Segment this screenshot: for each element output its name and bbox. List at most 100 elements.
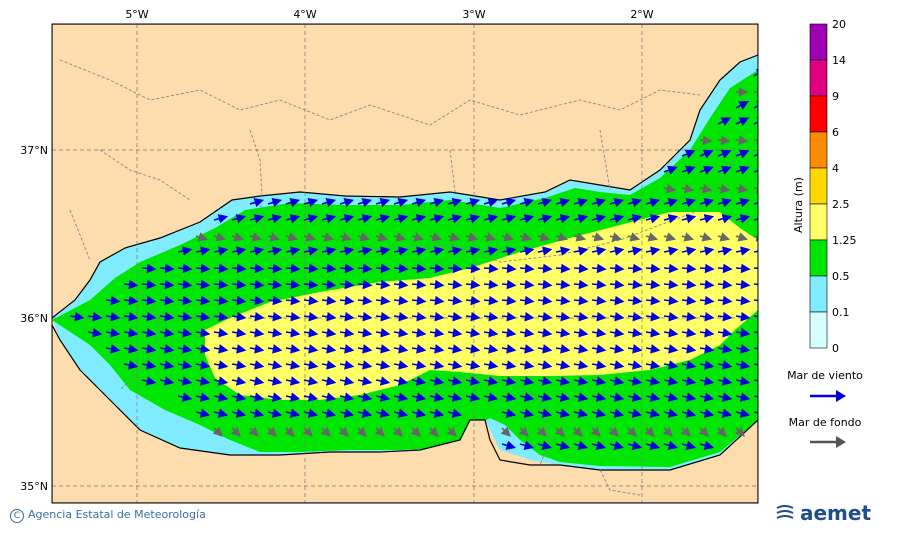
wind-sea-arrow-mark (663, 246, 679, 256)
wind-sea-arrow-mark (375, 214, 391, 224)
wind-sea-arrow-mark (753, 197, 758, 208)
wind-sea-arrow-mark (447, 408, 463, 418)
wind-sea-arrow-mark (231, 295, 247, 306)
wind-sea-arrow-mark (753, 299, 758, 302)
wind-sea-arrow-mark (159, 360, 175, 370)
wind-sea-arrow-mark (753, 283, 758, 286)
wind-sea-arrow-mark (429, 392, 445, 402)
wind-sea-arrow-mark (735, 149, 750, 159)
wind-sea-arrow-mark (699, 246, 715, 256)
lon-label: 2°W (630, 8, 653, 21)
wind-sea-arrow-mark (483, 311, 499, 322)
wind-sea-arrow-mark (609, 295, 625, 306)
colorbar-title: Altura (m) (792, 177, 805, 233)
wind-sea-arrow-mark (429, 279, 445, 290)
wind-sea-arrow-mark (555, 328, 571, 338)
swell-arrow-mark (734, 426, 745, 437)
wind-sea-arrow-mark (537, 197, 553, 208)
wind-sea-arrow-mark (249, 376, 265, 386)
wind-sea-arrow-mark (411, 279, 427, 290)
wind-sea-arrow-mark (555, 311, 571, 322)
wind-sea-arrow-mark (213, 392, 229, 402)
wind-sea-arrow-mark (501, 344, 517, 354)
wind-sea-arrow-mark (519, 376, 535, 386)
wind-sea-arrow-mark (699, 408, 715, 418)
swell-arrow-mark (573, 232, 587, 242)
wind-sea-arrow-mark (501, 197, 517, 208)
wind-sea-arrow-mark (555, 376, 571, 386)
wind-sea-arrow-mark (213, 408, 229, 418)
wind-sea-arrow-mark (159, 295, 175, 306)
swell-arrow-mark (644, 426, 655, 437)
wind-sea-arrow-mark (465, 279, 481, 290)
wind-sea-arrow-mark (249, 279, 265, 290)
wind-sea-arrow-mark (483, 328, 499, 338)
wind-sea-arrow-mark (753, 315, 758, 318)
swell-arrow-mark (572, 426, 583, 437)
wind-sea-arrow-mark (609, 360, 625, 370)
wind-sea-arrow-mark (519, 295, 535, 306)
wind-sea-arrow-mark (627, 214, 643, 224)
lon-label: 4°W (293, 8, 316, 21)
wind-sea-arrow-mark (321, 279, 337, 290)
wind-sea-arrow-mark (555, 279, 571, 290)
wind-sea-arrow-mark (555, 360, 571, 370)
wind-sea-arrow-mark (249, 344, 265, 354)
wind-sea-arrow-mark (681, 440, 697, 450)
wind-sea-arrow-mark (645, 311, 661, 322)
wind-sea-arrow-mark (411, 295, 427, 306)
colorbar-swatch (809, 275, 828, 313)
wind-sea-arrow-mark (123, 328, 139, 338)
swell-arrow-mark (195, 232, 209, 242)
wind-sea-arrow-mark (159, 311, 175, 322)
wind-sea-arrow-mark (231, 408, 247, 418)
wind-sea-arrow-mark (429, 344, 445, 354)
wind-sea-arrow-mark (699, 263, 715, 274)
swell-arrow-mark (663, 183, 677, 194)
wind-sea-arrow-mark (177, 328, 193, 338)
colorbar-swatch (809, 239, 828, 277)
wind-sea-arrow-mark (285, 295, 301, 306)
swell-arrow-mark (555, 232, 569, 242)
wind-sea-arrow-mark (591, 214, 607, 224)
wind-sea-arrow-mark (537, 246, 553, 256)
wind-sea-arrow-mark (627, 344, 643, 354)
swell-arrow-mark (681, 232, 695, 242)
wind-sea-arrow-mark (285, 311, 301, 322)
wind-sea-arrow-mark (699, 344, 715, 354)
wind-sea-arrow-mark (681, 360, 697, 370)
wind-sea-arrow-mark (249, 311, 265, 322)
wind-sea-arrow-mark (447, 214, 463, 224)
wind-sea-arrow-mark (483, 376, 499, 386)
wind-sea-arrow-mark (303, 360, 319, 370)
wind-sea-arrow-mark (339, 344, 355, 354)
wind-sea-arrow-mark (717, 360, 733, 370)
wind-sea-arrow-mark (195, 360, 211, 370)
wind-sea-arrow-mark (555, 263, 571, 274)
wind-sea-arrow-mark (627, 279, 643, 290)
wind-sea-arrow-mark (501, 392, 517, 402)
wind-sea-arrow-mark (753, 408, 758, 418)
wind-sea-arrow-mark (267, 246, 283, 256)
swell-arrow-mark (536, 426, 547, 437)
wind-sea-arrow-mark (699, 392, 715, 402)
wind-sea-arrow-mark (303, 263, 319, 274)
wind-sea-arrow-mark (357, 311, 373, 322)
wind-sea-arrow-mark (573, 214, 589, 224)
wind-sea-arrow-mark (699, 360, 715, 370)
swell-arrow-mark (284, 426, 295, 437)
wind-sea-arrow-mark (231, 246, 247, 256)
wind-sea-arrow-mark (573, 311, 589, 322)
swell-arrow-mark (663, 232, 677, 242)
wind-sea-arrow-mark (735, 279, 751, 290)
wind-sea-arrow-mark (735, 117, 750, 127)
wind-sea-arrow-mark (519, 197, 535, 208)
wind-sea-arrow-mark (267, 295, 283, 306)
wind-sea-arrow-mark (357, 197, 373, 208)
wind-sea-arrow-mark (285, 408, 301, 418)
swell-arrow-mark (303, 232, 317, 242)
wind-sea-arrow-mark (141, 263, 157, 274)
wind-sea-arrow-mark (681, 149, 696, 159)
wind-sea-arrow-mark (645, 392, 661, 402)
wind-sea-arrow-mark (285, 328, 301, 338)
